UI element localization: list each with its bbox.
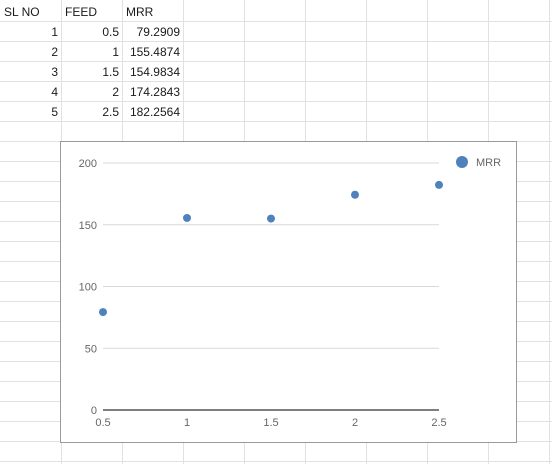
chart-canvas: 0 50 100 150 200 0.5 1 1.5 2 2.5 MRR	[79, 156, 501, 429]
cell-sl-no[interactable]: 1	[51, 25, 58, 39]
y-tick-label: 200	[79, 158, 97, 170]
cell-feed[interactable]: 1	[112, 45, 119, 59]
legend-label: MRR	[476, 157, 501, 169]
data-point[interactable]	[267, 214, 275, 223]
cell-sl-no[interactable]: 3	[51, 65, 58, 79]
cell-mrr[interactable]: 182.2564	[129, 105, 180, 119]
cell-feed[interactable]: 1.5	[102, 65, 119, 79]
x-tick-label: 2	[352, 417, 358, 429]
cell-mrr[interactable]: 154.9834	[129, 65, 180, 79]
cell-sl-no[interactable]: 2	[51, 45, 58, 59]
cell-feed[interactable]: 2	[112, 85, 119, 99]
y-tick-label: 50	[85, 343, 97, 355]
cell-feed[interactable]: 0.5	[102, 25, 119, 39]
x-tick-label: 0.5	[95, 417, 110, 429]
header-feed[interactable]: FEED	[65, 5, 98, 19]
y-tick-label: 150	[79, 220, 97, 232]
legend-marker	[456, 156, 468, 168]
cell-sl-no[interactable]: 4	[51, 85, 58, 99]
data-point[interactable]	[435, 180, 443, 189]
x-tick-label: 1.5	[263, 417, 278, 429]
cell-mrr[interactable]: 155.4874	[129, 45, 180, 59]
x-tick-label: 1	[184, 417, 190, 429]
header-mrr[interactable]: MRR	[126, 5, 154, 19]
data-point[interactable]	[351, 190, 359, 199]
y-tick-label: 100	[79, 282, 97, 294]
cell-mrr[interactable]: 79.2909	[136, 25, 180, 39]
header-sl-no[interactable]: SL NO	[4, 5, 40, 19]
data-point[interactable]	[99, 308, 107, 317]
cell-sl-no[interactable]: 5	[51, 105, 58, 119]
scatter-chart[interactable]: 0 50 100 150 200 0.5 1 1.5 2 2.5 MRR	[60, 141, 517, 443]
data-point[interactable]	[183, 213, 191, 222]
cell-feed[interactable]: 2.5	[102, 105, 119, 119]
x-tick-label: 2.5	[431, 417, 446, 429]
y-tick-label: 0	[91, 405, 97, 417]
cell-mrr[interactable]: 174.2843	[129, 85, 180, 99]
